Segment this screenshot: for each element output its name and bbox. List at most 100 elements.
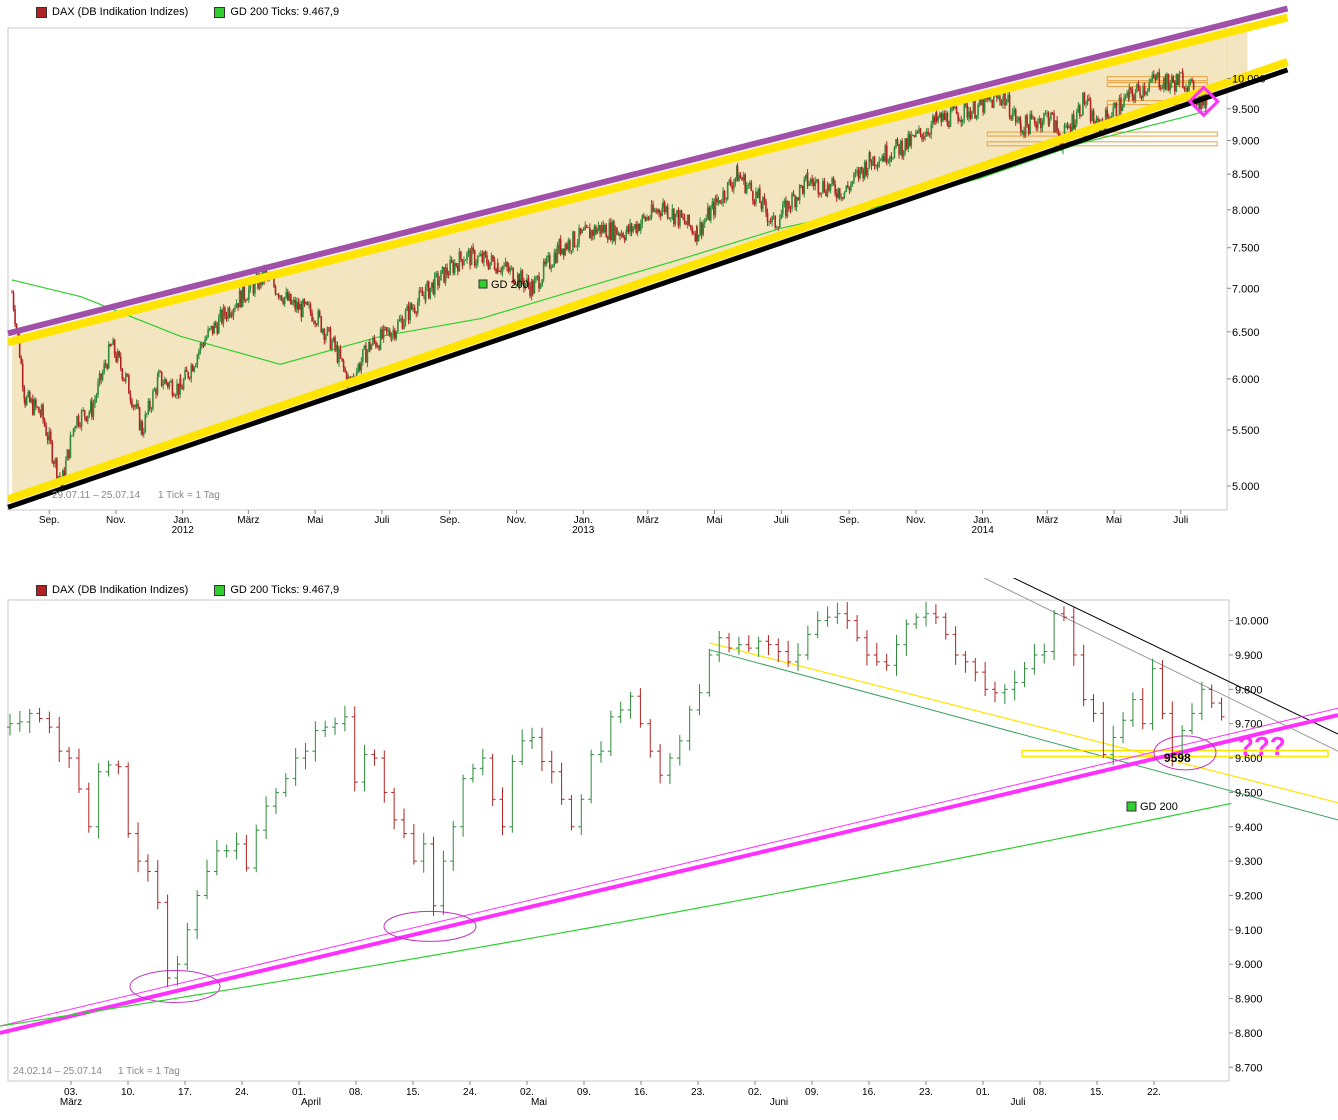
candle-body bbox=[1011, 112, 1014, 120]
candle-body bbox=[1010, 117, 1012, 120]
green-trend-line bbox=[709, 649, 1338, 821]
candle-body bbox=[332, 337, 335, 342]
candle-body bbox=[924, 136, 926, 137]
candle-body bbox=[774, 215, 776, 228]
candle-body bbox=[659, 213, 662, 216]
candle-body bbox=[862, 169, 864, 178]
candle-body bbox=[79, 425, 81, 427]
candle-body bbox=[803, 179, 806, 194]
candle-body bbox=[395, 331, 398, 339]
candle-body bbox=[1019, 117, 1022, 125]
candle-body bbox=[898, 144, 900, 155]
candle-body bbox=[1198, 96, 1201, 110]
candle-body bbox=[314, 321, 316, 325]
y-tick-label: 9.500 bbox=[1232, 104, 1260, 116]
candle-body bbox=[214, 322, 217, 326]
candle-body bbox=[728, 180, 731, 183]
candle-body bbox=[745, 185, 748, 193]
candle-body bbox=[38, 407, 40, 413]
y-tick-label: 8.000 bbox=[1232, 205, 1260, 217]
candle-body bbox=[94, 399, 96, 404]
candle-body bbox=[576, 243, 579, 247]
date-range-note: 24.02.14 – 25.07.14 bbox=[13, 1066, 102, 1077]
candle-body bbox=[335, 344, 337, 349]
candle-body bbox=[843, 191, 846, 193]
candle-body bbox=[716, 197, 718, 203]
candle-body bbox=[1182, 73, 1184, 88]
candle-body bbox=[252, 283, 255, 294]
month-label: April bbox=[301, 1097, 321, 1108]
candle-body bbox=[181, 387, 183, 390]
candle-body bbox=[357, 364, 360, 372]
candle-body bbox=[457, 265, 459, 272]
candle-body bbox=[387, 330, 390, 332]
candle-body bbox=[755, 191, 757, 204]
candle-body bbox=[527, 278, 530, 286]
candle-body bbox=[1128, 87, 1131, 99]
candle-body bbox=[18, 336, 21, 358]
candle-body bbox=[109, 344, 112, 346]
candle-body bbox=[999, 96, 1001, 102]
gd200-marker-icon bbox=[1126, 801, 1137, 812]
candle-body bbox=[170, 381, 172, 383]
candle-body bbox=[1104, 109, 1107, 130]
candle-body bbox=[649, 217, 651, 220]
candle-body bbox=[152, 391, 154, 409]
x-tick-label: Jan. bbox=[173, 515, 192, 526]
candle-body bbox=[306, 301, 309, 305]
legend-item-dax: DAX (DB Indikation Indizes) bbox=[36, 6, 188, 18]
candle-body bbox=[1170, 76, 1173, 84]
candle-body bbox=[983, 94, 986, 113]
candle-body bbox=[1149, 80, 1152, 83]
candle-body bbox=[362, 349, 364, 362]
candle-body bbox=[798, 185, 801, 200]
candle-body bbox=[128, 375, 130, 394]
candle-body bbox=[501, 266, 504, 273]
candle-body bbox=[942, 113, 944, 122]
x-tick-label: 01. bbox=[976, 1087, 990, 1098]
candle-body bbox=[1053, 112, 1055, 133]
candle-body bbox=[968, 111, 970, 118]
candle-body bbox=[889, 156, 891, 163]
candle-body bbox=[756, 191, 759, 197]
candle-body bbox=[207, 329, 209, 338]
candle-body bbox=[329, 328, 332, 350]
candle-body bbox=[438, 280, 441, 286]
candle-body bbox=[198, 351, 200, 356]
x-tick-label: Mai bbox=[1106, 515, 1122, 526]
candle-body bbox=[996, 95, 998, 99]
candle-body bbox=[856, 170, 858, 173]
y-tick-label: 9.500 bbox=[1235, 787, 1263, 799]
candle-body bbox=[449, 260, 451, 276]
y-tick-label: 9.900 bbox=[1235, 650, 1263, 662]
candle-body bbox=[530, 281, 533, 297]
candle-body bbox=[1056, 120, 1058, 132]
candle-body bbox=[409, 303, 411, 321]
candle-body bbox=[23, 387, 26, 399]
x-tick-label: 22. bbox=[1147, 1087, 1161, 1098]
candle-body bbox=[407, 305, 410, 321]
candle-body bbox=[1106, 109, 1108, 118]
candle-body bbox=[290, 293, 292, 305]
candle-body bbox=[676, 210, 678, 214]
candle-body bbox=[682, 217, 684, 218]
candle-body bbox=[480, 253, 482, 256]
candle-body bbox=[483, 251, 485, 263]
y-tick-label: 5.500 bbox=[1232, 425, 1260, 437]
candle-body bbox=[512, 267, 514, 284]
candle-body bbox=[509, 267, 511, 272]
candle-body bbox=[666, 206, 669, 219]
candle-body bbox=[174, 394, 177, 397]
candle-body bbox=[91, 401, 93, 417]
candle-body bbox=[778, 218, 781, 228]
gd200-inline-label: GD 200 bbox=[491, 279, 529, 291]
y-tick-label: 9.800 bbox=[1235, 684, 1263, 696]
candle-body bbox=[1205, 92, 1207, 109]
candle-body bbox=[311, 312, 313, 322]
upper-resistance-line bbox=[7, 5, 1289, 337]
candle-body bbox=[1024, 115, 1027, 136]
candle-body bbox=[801, 185, 804, 194]
candle-body bbox=[890, 156, 893, 159]
candle-body bbox=[1048, 119, 1051, 125]
candle-body bbox=[1033, 117, 1036, 124]
